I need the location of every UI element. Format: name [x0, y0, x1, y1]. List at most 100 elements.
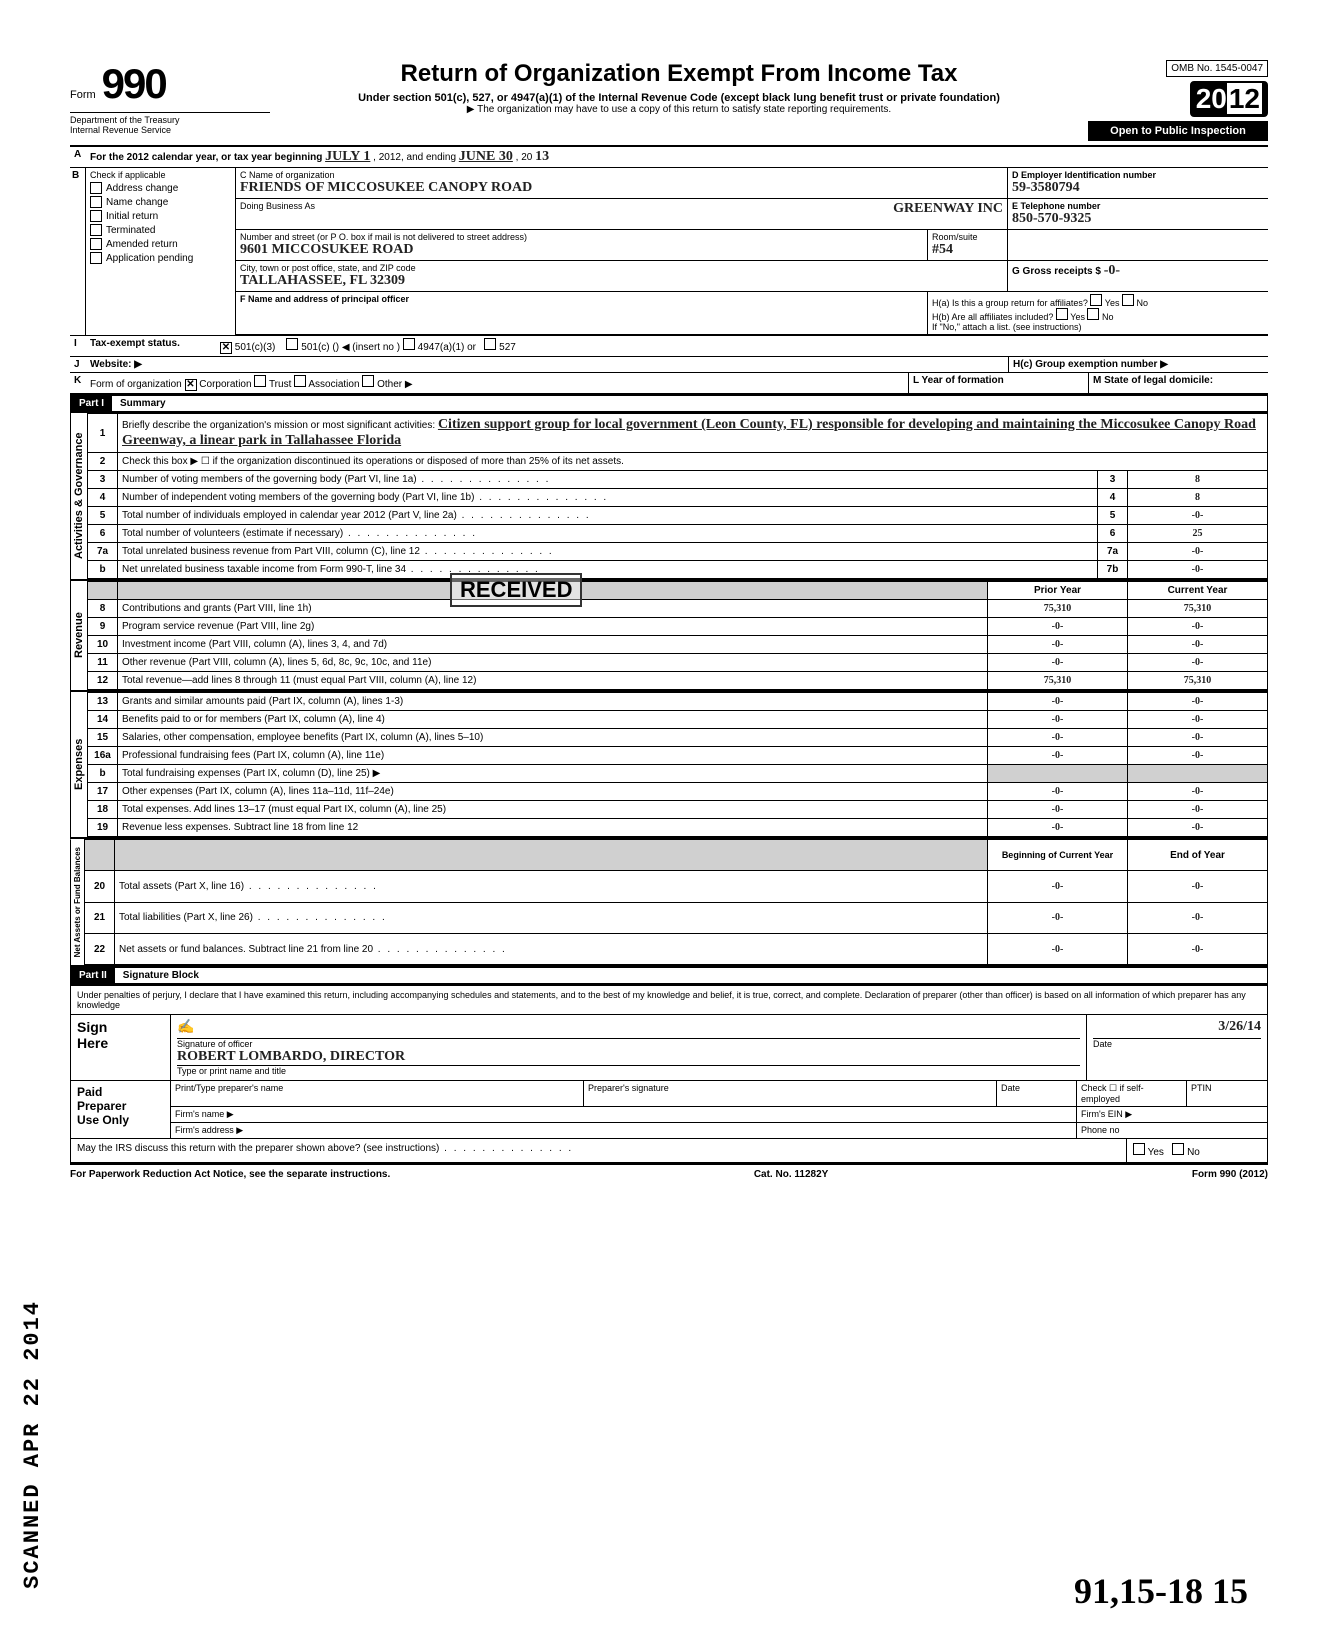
prior-18: -0-: [988, 801, 1128, 819]
pra-notice: For Paperwork Reduction Act Notice, see …: [70, 1169, 390, 1180]
gross-receipts: -0-: [1104, 263, 1120, 278]
revenue-section: RECEIVED Revenue Prior YearCurrent Year …: [70, 581, 1268, 692]
curr-18: -0-: [1128, 801, 1268, 819]
val-3: 8: [1128, 471, 1268, 489]
val-6: 25: [1128, 525, 1268, 543]
discuss-no[interactable]: [1172, 1143, 1184, 1155]
prior-19: -0-: [988, 819, 1128, 837]
prior-13: -0-: [988, 693, 1128, 711]
dept-irs: Internal Revenue Service: [70, 125, 270, 135]
street-address: 9601 MICCOSUKEE ROAD: [240, 242, 413, 257]
val-7b: -0-: [1128, 561, 1268, 579]
scanned-stamp: SCANNED APR 22 2014: [20, 1300, 45, 1589]
prior-8: 75,310: [988, 600, 1128, 618]
end-20: -0-: [1128, 871, 1268, 902]
501c-checkbox[interactable]: [286, 338, 298, 350]
prior-16a: -0-: [988, 747, 1128, 765]
form-header: Form 990 Department of the Treasury Inte…: [70, 60, 1268, 147]
curr-14: -0-: [1128, 711, 1268, 729]
tax-year: 2012: [1190, 81, 1268, 117]
curr-15: -0-: [1128, 729, 1268, 747]
page-footer: For Paperwork Reduction Act Notice, see …: [70, 1165, 1268, 1180]
officer-signature[interactable]: ✍: [177, 1019, 1080, 1039]
signature-block: Under penalties of perjury, I declare th…: [70, 985, 1268, 1165]
section-b-h: B Check if applicable Address change Nam…: [70, 168, 1268, 336]
perjury-statement: Under penalties of perjury, I declare th…: [71, 986, 1267, 1015]
line-k: K Form of organization Corporation Trust…: [70, 373, 1268, 395]
amended-checkbox[interactable]: [90, 238, 102, 250]
prior-10: -0-: [988, 636, 1128, 654]
prior-11: -0-: [988, 654, 1128, 672]
curr-19: -0-: [1128, 819, 1268, 837]
end-22: -0-: [1128, 934, 1268, 965]
cat-no: Cat. No. 11282Y: [754, 1169, 828, 1180]
ha-yes[interactable]: [1090, 294, 1102, 306]
beg-21: -0-: [988, 902, 1128, 933]
omb-number: OMB No. 1545-0047: [1166, 60, 1268, 77]
initial-return-checkbox[interactable]: [90, 210, 102, 222]
hb-yes[interactable]: [1056, 308, 1068, 320]
prior-17: -0-: [988, 783, 1128, 801]
curr-10: -0-: [1128, 636, 1268, 654]
corp-checkbox[interactable]: [185, 379, 197, 391]
4947-checkbox[interactable]: [403, 338, 415, 350]
beg-22: -0-: [988, 934, 1128, 965]
curr-9: -0-: [1128, 618, 1268, 636]
vert-net-assets: Net Assets or Fund Balances: [70, 839, 84, 965]
city-state-zip: TALLAHASSEE, FL 32309: [240, 273, 405, 288]
handwritten-corner: 91,15-18 15: [1074, 1570, 1248, 1612]
net-assets-section: Net Assets or Fund Balances Beginning of…: [70, 839, 1268, 967]
form-label: Form: [70, 89, 96, 101]
dba: GREENWAY INC: [893, 201, 1003, 217]
form-subtitle: Under section 501(c), 527, or 4947(a)(1)…: [290, 92, 1068, 104]
part-1-header: Part I Summary: [70, 395, 1268, 413]
hb-no[interactable]: [1087, 308, 1099, 320]
527-checkbox[interactable]: [484, 338, 496, 350]
curr-16a: -0-: [1128, 747, 1268, 765]
curr-17: -0-: [1128, 783, 1268, 801]
form-note: The organization may have to use a copy …: [290, 104, 1068, 115]
beg-20: -0-: [988, 871, 1128, 902]
address-change-checkbox[interactable]: [90, 182, 102, 194]
dept-treasury: Department of the Treasury: [70, 112, 270, 125]
501c3-checkbox[interactable]: [220, 342, 232, 354]
trust-checkbox[interactable]: [254, 375, 266, 387]
discuss-yes[interactable]: [1133, 1143, 1145, 1155]
application-pending-checkbox[interactable]: [90, 252, 102, 264]
line-a: A For the 2012 calendar year, or tax yea…: [70, 147, 1268, 168]
paid-preparer-label: PaidPreparerUse Only: [77, 1085, 164, 1127]
prior-12: 75,310: [988, 672, 1128, 690]
val-4: 8: [1128, 489, 1268, 507]
form-title: Return of Organization Exempt From Incom…: [290, 60, 1068, 88]
ha-no[interactable]: [1122, 294, 1134, 306]
vert-governance: Activities & Governance: [70, 413, 87, 579]
val-7a: -0-: [1128, 543, 1268, 561]
activities-governance-section: Activities & Governance 1Briefly describ…: [70, 413, 1268, 581]
curr-13: -0-: [1128, 693, 1268, 711]
vert-expenses: Expenses: [70, 692, 87, 837]
sign-here-label: SignHere: [77, 1019, 164, 1051]
other-checkbox[interactable]: [362, 375, 374, 387]
terminated-checkbox[interactable]: [90, 224, 102, 236]
begin-date: JULY 1: [325, 149, 370, 164]
name-change-checkbox[interactable]: [90, 196, 102, 208]
sign-date: 3/26/14: [1093, 1019, 1261, 1039]
curr-12: 75,310: [1128, 672, 1268, 690]
curr-8: 75,310: [1128, 600, 1268, 618]
prior-14: -0-: [988, 711, 1128, 729]
val-5: -0-: [1128, 507, 1268, 525]
vert-revenue: Revenue: [70, 581, 87, 690]
open-inspection: Open to Public Inspection: [1088, 121, 1268, 141]
org-name: FRIENDS OF MICCOSUKEE CANOPY ROAD: [240, 180, 532, 195]
phone: 850-570-9325: [1012, 211, 1091, 226]
form-number: 990: [102, 60, 166, 108]
end-21: -0-: [1128, 902, 1268, 933]
end-date: JUNE 30: [459, 149, 513, 164]
assoc-checkbox[interactable]: [294, 375, 306, 387]
room: #54: [932, 242, 953, 257]
prior-15: -0-: [988, 729, 1128, 747]
curr-11: -0-: [1128, 654, 1268, 672]
line-i: I Tax-exempt status. 501(c)(3) 501(c) ()…: [70, 336, 1268, 357]
expenses-section: Expenses 13Grants and similar amounts pa…: [70, 692, 1268, 839]
prior-9: -0-: [988, 618, 1128, 636]
